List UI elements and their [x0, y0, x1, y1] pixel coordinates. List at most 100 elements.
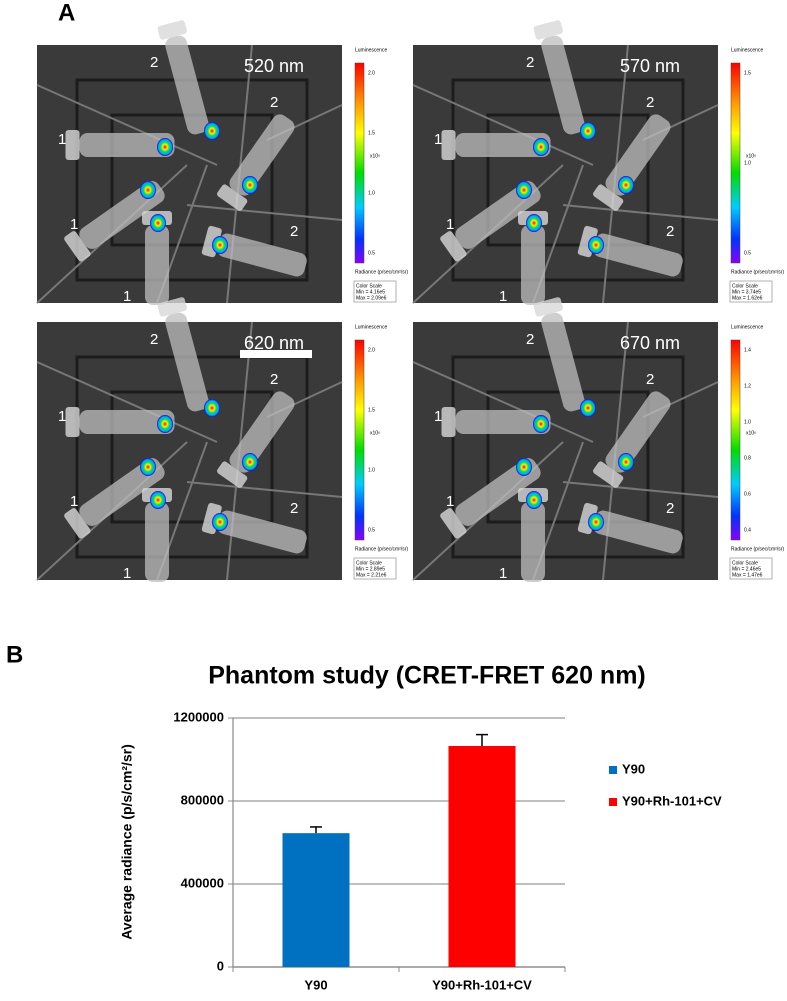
signal-spot	[150, 214, 166, 232]
color-scale-box	[729, 557, 773, 580]
signal-spot	[204, 122, 220, 140]
signal-spot	[526, 491, 542, 509]
colorbar-unit: Radiance (p/sec/cm²/sr)	[731, 269, 784, 275]
colorbar-unit: Radiance (p/sec/cm²/sr)	[731, 546, 784, 552]
color-scale-box	[353, 557, 397, 580]
colorbar-tick: 1.5	[368, 130, 375, 136]
signal-spot	[533, 138, 549, 156]
panel-label: A	[58, 0, 75, 26]
tube	[157, 297, 209, 412]
tube-label: 1	[446, 493, 454, 510]
y-tick-label: 0	[217, 958, 224, 973]
color-scale-box	[353, 280, 397, 303]
x-tick-label: Y90	[304, 977, 327, 992]
tube-body	[455, 458, 541, 526]
tube-cap	[533, 297, 563, 317]
tube-body	[593, 233, 683, 277]
tube-body	[217, 510, 307, 554]
color-scale-text: Max = 2.09e6	[356, 295, 387, 301]
tube	[157, 20, 209, 135]
tube-body	[229, 391, 295, 473]
signal-spot	[157, 415, 173, 433]
signal-spot	[212, 236, 228, 254]
legend-swatch	[609, 798, 617, 806]
color-scale-text: Color Scale	[356, 560, 382, 566]
tube-body	[217, 233, 307, 277]
signal-spot	[140, 458, 156, 476]
tube-cap	[157, 297, 187, 317]
color-scale-text: Max = 1.62e6	[732, 295, 763, 301]
colorbar	[730, 62, 741, 264]
tube	[440, 181, 541, 262]
tube-label: 2	[150, 54, 158, 71]
wavelength-label: 570 nm	[620, 56, 680, 76]
signal-spot	[516, 458, 532, 476]
tube	[441, 407, 551, 437]
tube-label: 2	[150, 331, 158, 348]
tube-cap	[533, 20, 563, 40]
color-scale-text: Min = 2.89e5	[356, 566, 385, 572]
colorbar-tick: 1.5	[744, 70, 751, 76]
signal-spot	[526, 214, 542, 232]
panel-label: B	[6, 641, 23, 668]
signal-spot	[516, 181, 532, 199]
tube	[64, 458, 165, 539]
tube-label: 1	[499, 288, 507, 305]
tube-label: 2	[290, 500, 298, 517]
colorbar	[354, 62, 365, 264]
divider	[36, 84, 218, 166]
wavelength-label: 620 nm	[244, 333, 304, 353]
colorbar-unit: Radiance (p/sec/cm²/sr)	[355, 546, 408, 552]
chart-title: Phantom study (CRET-FRET 620 nm)	[208, 662, 646, 690]
color-scale-text: Min = 4.16e5	[356, 289, 385, 295]
tube-cap	[64, 231, 91, 262]
tube	[441, 130, 551, 160]
divider	[36, 361, 218, 443]
y-tick-label: 400000	[181, 875, 224, 890]
tube-cap	[441, 130, 456, 160]
tube-body	[79, 181, 165, 249]
tube-label: 2	[270, 94, 278, 111]
colorbar-unit: Radiance (p/sec/cm²/sr)	[355, 269, 408, 275]
color-scale-text: Min = 2.46e5	[732, 566, 761, 572]
tube	[593, 391, 671, 488]
colorbar-exponent: x10⁶	[746, 153, 756, 159]
divider	[562, 204, 719, 221]
tube-body	[593, 510, 683, 554]
tube-label: 1	[58, 131, 66, 148]
colorbar-tick: 1.4	[744, 347, 751, 353]
tube-cap	[441, 407, 456, 437]
signal-spot	[140, 181, 156, 199]
error-bar	[310, 826, 322, 834]
signal-spot	[242, 453, 258, 471]
legend-swatch	[609, 766, 617, 774]
colorbar-tick: 1.0	[744, 160, 751, 166]
color-scale-text: Max = 2.21e6	[356, 572, 387, 578]
color-scale-text: Color Scale	[732, 560, 758, 566]
tube-label: 2	[526, 54, 534, 71]
error-bar	[476, 733, 488, 747]
tube-body	[79, 458, 165, 526]
y-axis-label: Average radiance (p/s/cm²/sr)	[119, 744, 135, 940]
colorbar-tick: 0.8	[744, 455, 751, 461]
colorbar-tick: 1.5	[368, 407, 375, 413]
bar	[282, 833, 350, 967]
colorbar-exponent: x10⁶	[746, 430, 756, 436]
colorbar-tick: 0.4	[744, 527, 751, 533]
tube-cap	[440, 231, 467, 262]
tube-label: 2	[270, 371, 278, 388]
tube-body	[605, 391, 671, 473]
divider	[412, 84, 594, 166]
tube-body	[79, 133, 175, 157]
color-scale-text: Color Scale	[356, 283, 382, 289]
divider	[412, 361, 594, 443]
tube-label: 1	[434, 408, 442, 425]
tube-body	[229, 114, 295, 196]
color-scale-box	[729, 280, 773, 303]
colorbar-exponent: x10⁶	[370, 430, 380, 436]
image-panel: 2 2 1 1 2 1 520 nm Luminescence 2.0 1.5 1.0 0.5 x10⁶…	[36, 20, 408, 305]
divider	[186, 481, 343, 498]
tube-cap	[440, 508, 467, 539]
colorbar-tick: 0.5	[744, 250, 751, 256]
signal-spot	[618, 453, 634, 471]
